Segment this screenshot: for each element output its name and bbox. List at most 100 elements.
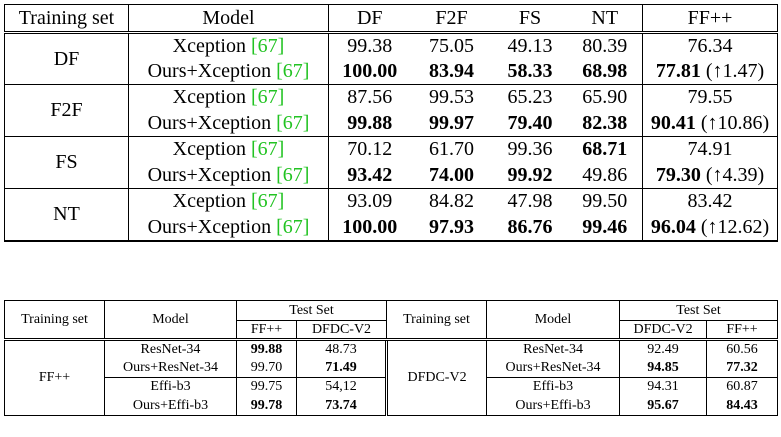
value-cell: 94.31 [619,377,707,397]
ffpp-delta: (↑10.86) [700,111,770,134]
value-cell: 99.78 [236,396,297,416]
value-cell: 99.36 [507,138,553,161]
value-cell: 58.33 [507,59,553,82]
ffpp-value: 83.42 [687,190,733,213]
model-name: Xception [172,34,246,57]
training-set-cell: FF++ [4,339,105,416]
value-cell: 48.73 [295,339,387,359]
value-cell: 60.87 [706,377,778,397]
training-set-cell: F2F [4,84,129,137]
table1-header-f2f: F2F [410,4,493,34]
model-cell: Ours+ResNet-34 [486,358,620,378]
value-cell: 83.94 [429,59,474,82]
value-cell: 84.82 [429,190,474,213]
table2-header-row-2: FF++ DFDC-V2 DFDC-V2 FF++ [5,320,778,341]
value-cell: 49.13 [507,34,553,57]
ffpp-cell: 90.41 (↑10.86) [642,110,778,137]
value-cell: 99.75 [236,377,297,397]
ffpp-cell: 74.91 [642,136,778,163]
citation-link[interactable]: [67] [276,163,310,186]
ffpp-cell: 96.04 (↑12.62) [642,214,778,241]
training-set-cell: NT [4,188,129,241]
value-cell: 82.38 [582,111,628,134]
training-set-cell: DFDC-V2 [385,339,487,416]
value-cell: 84.43 [706,396,778,416]
table2-header-model-right: Model [486,300,620,341]
value-cell: 99.50 [582,190,628,213]
citation-link[interactable]: [67] [250,86,285,109]
table1-header-training-set: Training set [4,4,129,34]
table-row: Ours+Xception [67] 100.00 83.94 58.33 68… [5,58,778,85]
table1-header-fs: FS [492,4,568,34]
table1-group-f2f: F2F Xception [67] 87.56 99.53 65.23 65.9… [4,84,778,137]
model-name: Xception [172,190,246,213]
table-row: Ours+Xception [67] 100.00 97.93 86.76 99… [5,214,778,241]
model-cell: ResNet-34 [104,339,237,359]
model-name: Ours+Xception [147,215,272,238]
model-cell: Ours+Effi-b3 [104,396,237,416]
table1-header-row: Training set Model DF F2F FS NT FF++ [4,4,778,34]
table-row: Ours+Effi-b3 99.78 73.74 Ours+Effi-b3 95… [5,396,778,416]
table2-header-test-set-left: Test Set [235,300,387,321]
ffpp-cell: 79.55 [642,84,778,111]
value-cell: 87.56 [328,84,411,111]
ffpp-value: 79.55 [687,86,733,109]
citation-link[interactable]: [67] [250,34,285,57]
table-row: Effi-b3 99.75 54,12 Effi-b3 94.31 60.87 [5,377,778,397]
value-cell: 60.56 [706,339,778,359]
value-cell: 97.93 [429,215,474,238]
model-cell: Xception [67] [128,84,329,111]
table1-header-ffpp: FF++ [642,4,778,34]
table2-header-model-left: Model [104,300,237,341]
value-cell: 99.88 [328,110,411,137]
ffpp-delta: (↑4.39) [705,163,765,186]
value-cell: 68.71 [582,138,628,161]
value-cell: 54,12 [295,377,387,397]
table1-group-df: DF Xception [67] 99.38 75.05 49.13 80.39… [4,32,778,85]
ffpp-cell: 77.81 (↑1.47) [642,58,778,85]
ffpp-value: 90.41 [650,111,696,134]
value-cell: 47.98 [507,190,553,213]
table-row: FF++ ResNet-34 99.88 48.73 DFDC-V2 ResNe… [4,339,778,416]
citation-link[interactable]: [67] [276,59,310,82]
ffpp-value: 79.30 [655,163,701,186]
model-cell: Ours+Xception [67] [128,58,329,85]
table2-header-left-dfdc: DFDC-V2 [295,320,387,341]
model-name: Ours+Xception [147,59,272,82]
value-cell: 65.23 [507,86,553,109]
citation-link[interactable]: [67] [276,215,310,238]
table-row: DF Xception [67] 99.38 75.05 49.13 80.39… [4,32,778,85]
value-cell: 99.46 [582,215,628,238]
table1-header-nt: NT [567,4,643,34]
model-cell: Ours+ResNet-34 [104,358,237,378]
model-cell: Effi-b3 [104,377,237,397]
value-cell: 100.00 [328,58,411,85]
citation-link[interactable]: [67] [276,111,310,134]
value-cell: 99.38 [328,32,411,59]
value-cell: 93.09 [328,188,411,215]
value-cell: 49.86 [582,163,628,186]
value-cell: 100.00 [328,214,411,241]
model-name: Xception [172,86,246,109]
table-row: Ours+Xception [67] 93.42 74.00 99.92 49.… [5,162,778,189]
value-cell: 99.53 [429,86,474,109]
value-cell: 99.97 [429,111,474,134]
value-cell: 77.32 [706,358,778,378]
cross-dataset-results-table: Training set Model Test Set Training set… [4,300,779,416]
table-row: NT Xception [67] 93.09 84.82 47.98 99.50… [4,188,778,241]
table1-group-fs: FS Xception [67] 70.12 61.70 99.36 68.71… [4,136,778,189]
value-cell: 70.12 [328,136,411,163]
table2-header-test-set-right: Test Set [619,300,778,321]
citation-link[interactable]: [67] [250,190,285,213]
table2-header-right-dfdc: DFDC-V2 [619,320,707,341]
value-cell: 99.70 [236,358,297,378]
value-cell: 68.98 [582,59,628,82]
citation-link[interactable]: [67] [250,138,285,161]
model-cell: Xception [67] [128,188,329,215]
value-cell: 94.85 [619,358,707,378]
value-cell: 99.88 [236,339,297,359]
model-cell: Xception [67] [128,32,329,59]
table-row: FS Xception [67] 70.12 61.70 99.36 68.71… [4,136,778,189]
table-row: Ours+Xception [67] 99.88 99.97 79.40 82.… [5,110,778,137]
cross-manipulation-results-table: Training set Model DF F2F FS NT FF++ DF … [4,4,778,242]
